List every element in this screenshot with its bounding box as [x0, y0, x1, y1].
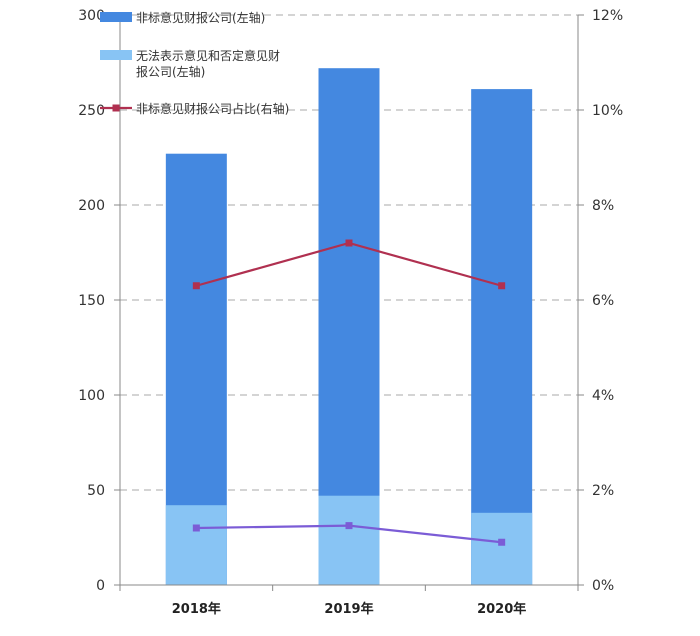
- legend-label: 非标意见财报公司(左轴): [136, 10, 265, 25]
- left-axis-tick-label: 300: [78, 8, 105, 24]
- left-axis-tick-label: 50: [87, 483, 105, 499]
- line-marker: [192, 282, 200, 290]
- left-axis-tick-label: 250: [78, 103, 105, 119]
- right-axis-tick-label: 10%: [592, 103, 623, 119]
- left-axis-tick-label: 150: [78, 293, 105, 309]
- right-axis-tick-label: 12%: [592, 8, 623, 24]
- right-axis-tick-label: 8%: [592, 198, 614, 214]
- bar-total: [471, 89, 533, 585]
- left-axis-tick-label: 0: [96, 578, 105, 594]
- right-axis-tick-label: 2%: [592, 483, 614, 499]
- x-axis-category-label: 2018年: [172, 601, 221, 617]
- legend-swatch: [100, 12, 132, 22]
- left-axis-tick-label: 100: [78, 388, 105, 404]
- legend-swatch: [100, 50, 132, 60]
- bar-sub: [165, 505, 227, 585]
- right-axis-tick-label: 0%: [592, 578, 614, 594]
- right-axis-tick-label: 4%: [592, 388, 614, 404]
- x-axis-category-label: 2020年: [477, 601, 526, 617]
- lines: [192, 239, 506, 546]
- legend-label: 报公司(左轴): [136, 64, 205, 79]
- line-marker: [498, 538, 506, 546]
- line-marker: [345, 239, 353, 247]
- line-marker: [192, 524, 200, 532]
- legend-marker: [112, 104, 120, 112]
- x-axis-category-label: 2019年: [324, 601, 373, 617]
- bar-sub: [318, 495, 380, 585]
- bar-sub: [471, 512, 533, 585]
- left-axis-tick-label: 200: [78, 198, 105, 214]
- line-marker: [345, 522, 353, 530]
- axes: 0 50 100 150 200 250 300 0% 2% 4% 6% 8% 10% 12% 2018年 2…: [78, 8, 623, 617]
- right-axis-tick-label: 6%: [592, 293, 614, 309]
- legend-label: 非标意见财报公司占比(右轴): [136, 101, 289, 116]
- bars: [165, 68, 533, 585]
- line-marker: [498, 282, 506, 290]
- legend-label: 无法表示意见和否定意见财: [136, 48, 280, 63]
